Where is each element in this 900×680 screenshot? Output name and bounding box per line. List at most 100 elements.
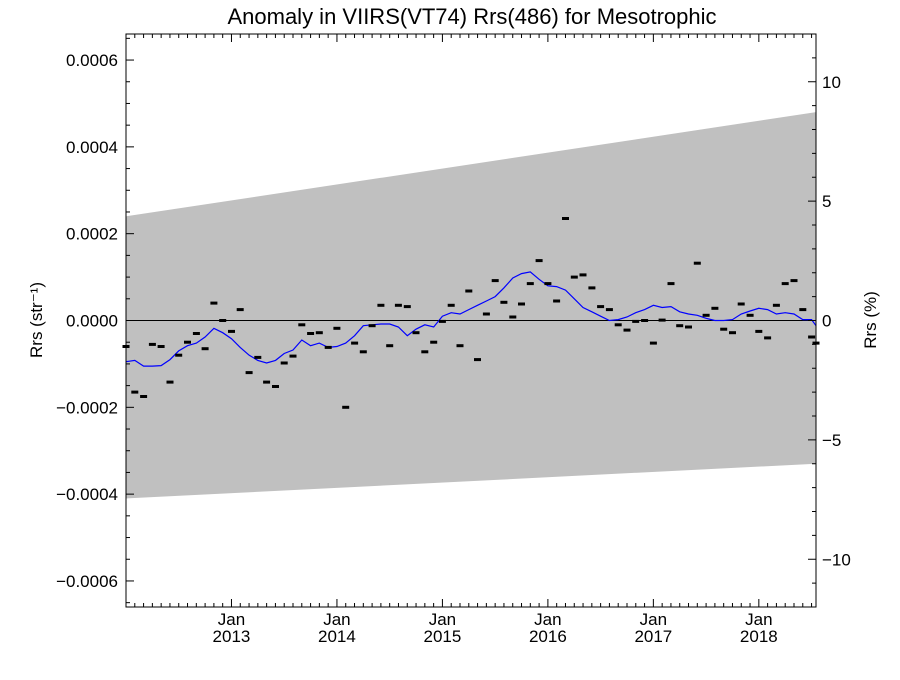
- data-point: [737, 302, 745, 306]
- data-point: [676, 324, 684, 328]
- data-point: [482, 312, 490, 316]
- data-point: [702, 313, 710, 317]
- data-point: [465, 289, 473, 293]
- data-point: [720, 327, 728, 331]
- data-point: [790, 279, 798, 283]
- data-point: [500, 300, 508, 304]
- data-point: [711, 306, 719, 310]
- x-tick-year-label: 2016: [529, 627, 567, 646]
- right-axis: 10 5 0 −5 −10: [808, 57, 851, 584]
- data-point: [403, 305, 411, 309]
- data-point: [236, 308, 244, 312]
- data-point: [166, 380, 174, 384]
- left-axis: 0.0006 0.0004 0.0002 0.0000 −0.0002 −0.0004 −0…: [56, 37, 134, 604]
- data-point: [544, 282, 552, 286]
- data-point: [245, 371, 253, 375]
- data-point: [772, 303, 780, 307]
- data-point: [359, 350, 367, 354]
- x-tick-year-label: 2015: [424, 627, 462, 646]
- data-point: [280, 361, 288, 365]
- data-point: [386, 344, 394, 348]
- data-point: [368, 324, 376, 328]
- data-point: [140, 395, 148, 398]
- x-tick-month-label: Jan: [534, 610, 561, 629]
- data-point: [157, 345, 165, 348]
- data-point: [333, 326, 341, 330]
- data-point: [298, 323, 306, 327]
- data-point: [430, 340, 438, 344]
- data-point: [667, 282, 675, 286]
- data-point: [377, 303, 385, 307]
- confidence-band-layer: [126, 112, 816, 499]
- data-point: [614, 323, 622, 327]
- right-tick-label: 10: [822, 73, 841, 92]
- data-point: [781, 282, 789, 286]
- data-point: [394, 303, 402, 307]
- data-point: [693, 261, 701, 265]
- data-point: [685, 325, 692, 329]
- data-point: [658, 318, 666, 322]
- right-tick-label: −10: [822, 550, 851, 569]
- data-point: [289, 354, 297, 358]
- data-point: [597, 305, 605, 309]
- left-tick-label: 0.0006: [66, 51, 118, 70]
- data-point: [131, 390, 139, 394]
- data-point: [263, 380, 271, 384]
- x-tick-year-label: 2013: [213, 627, 251, 646]
- data-point: [535, 259, 543, 263]
- left-tick-label: 0.0000: [66, 312, 118, 331]
- running-mean-layer: [125, 271, 817, 367]
- chart-title: Anomaly in VIIRS(VT74) Rrs(486) for Meso…: [227, 4, 716, 29]
- data-point: [623, 328, 631, 332]
- data-point: [184, 340, 191, 344]
- data-point: [746, 313, 754, 317]
- running-mean-line: [125, 271, 817, 367]
- right-axis-label: Rrs (%): [861, 291, 880, 349]
- data-point: [421, 350, 429, 354]
- data-point: [307, 332, 315, 335]
- data-point: [438, 319, 446, 323]
- data-point: [562, 217, 569, 220]
- right-tick-label: 0: [822, 312, 831, 331]
- right-tick-label: −5: [822, 431, 841, 450]
- data-point: [649, 341, 657, 345]
- data-point: [210, 301, 218, 305]
- data-point: [447, 303, 455, 307]
- x-tick-year-label: 2014: [318, 627, 356, 646]
- data-point: [632, 319, 640, 323]
- data-point: [808, 335, 816, 339]
- x-tick-month-label: Jan: [323, 610, 350, 629]
- left-tick-label: 0.0004: [66, 138, 118, 157]
- left-tick-label: −0.0004: [56, 485, 118, 504]
- data-point: [148, 342, 156, 346]
- data-point: [272, 385, 279, 388]
- data-point: [641, 319, 649, 322]
- data-point: [201, 347, 209, 351]
- right-tick-label: 5: [822, 192, 831, 211]
- data-point: [315, 331, 323, 335]
- x-axis: Jan2013Jan2014Jan2015Jan2016Jan2017Jan20…: [134, 34, 813, 646]
- data-point: [219, 319, 227, 322]
- data-point: [570, 275, 578, 279]
- data-point: [412, 331, 420, 335]
- x-tick-month-label: Jan: [745, 610, 772, 629]
- data-point: [764, 336, 772, 340]
- left-axis-label: Rrs (str⁻¹): [27, 282, 46, 358]
- x-tick-month-label: Jan: [218, 610, 245, 629]
- x-tick-month-label: Jan: [640, 610, 667, 629]
- data-point: [491, 279, 499, 283]
- data-point: [729, 331, 736, 335]
- data-point: [192, 332, 200, 335]
- data-point: [254, 355, 262, 359]
- data-point: [474, 358, 481, 362]
- left-tick-label: −0.0006: [56, 572, 118, 591]
- data-point: [518, 302, 525, 306]
- data-point: [509, 315, 517, 319]
- data-point: [553, 299, 561, 303]
- data-point: [342, 405, 350, 409]
- data-point: [605, 308, 613, 312]
- x-tick-month-label: Jan: [429, 610, 456, 629]
- confidence-band: [126, 112, 816, 499]
